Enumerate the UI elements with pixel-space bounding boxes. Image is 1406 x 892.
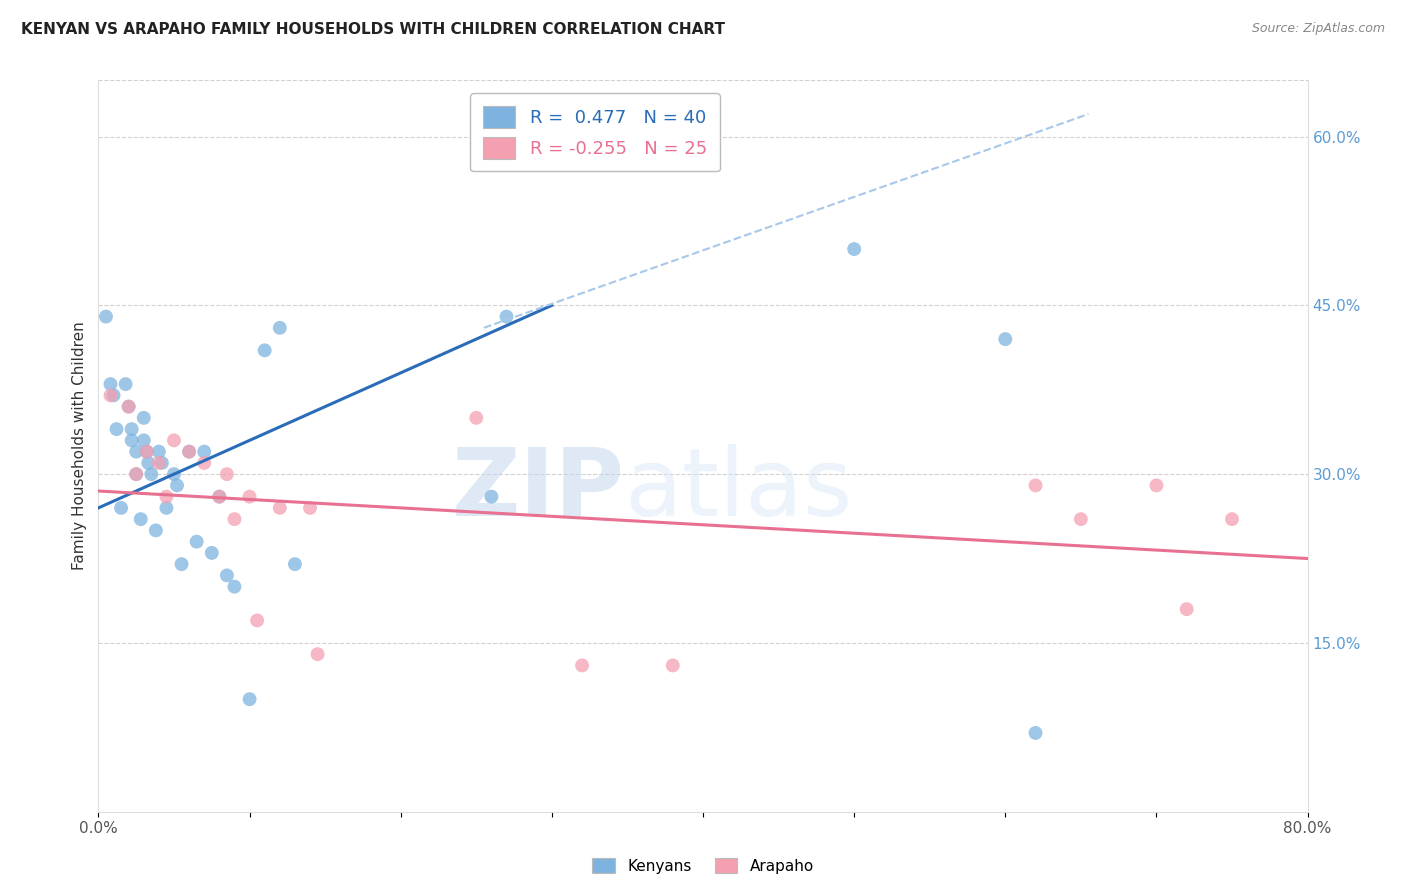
Point xyxy=(465,410,488,425)
Text: Source: ZipAtlas.com: Source: ZipAtlas.com xyxy=(1251,22,1385,36)
Point xyxy=(1024,478,1046,492)
Point xyxy=(994,332,1017,346)
Point xyxy=(844,242,866,256)
Point xyxy=(208,490,231,504)
Point xyxy=(155,500,177,515)
Point xyxy=(148,456,170,470)
Point xyxy=(94,310,117,324)
Y-axis label: Family Households with Children: Family Households with Children xyxy=(72,322,87,570)
Point xyxy=(148,444,170,458)
Legend: R =  0.477   N = 40, R = -0.255   N = 25: R = 0.477 N = 40, R = -0.255 N = 25 xyxy=(470,93,720,171)
Point xyxy=(100,388,122,402)
Point xyxy=(118,400,141,414)
Point xyxy=(208,490,231,504)
Point xyxy=(125,467,148,482)
Point xyxy=(661,658,683,673)
Point xyxy=(121,422,143,436)
Point xyxy=(246,614,269,628)
Point xyxy=(224,580,246,594)
Point xyxy=(1070,512,1092,526)
Point xyxy=(135,444,157,458)
Point xyxy=(166,478,188,492)
Point xyxy=(284,557,307,571)
Point xyxy=(1220,512,1243,526)
Point xyxy=(239,692,262,706)
Point xyxy=(299,500,322,515)
Point xyxy=(114,377,136,392)
Point xyxy=(136,456,159,470)
Point xyxy=(571,658,593,673)
Point xyxy=(269,321,291,335)
Point xyxy=(179,444,201,458)
Point xyxy=(193,456,215,470)
Point xyxy=(239,490,262,504)
Point xyxy=(110,500,132,515)
Point xyxy=(201,546,224,560)
Point xyxy=(193,444,215,458)
Point xyxy=(141,467,163,482)
Point xyxy=(253,343,276,358)
Point xyxy=(186,534,208,549)
Point xyxy=(224,512,246,526)
Point xyxy=(105,422,128,436)
Point xyxy=(1024,726,1046,740)
Point xyxy=(215,568,238,582)
Point xyxy=(215,467,238,482)
Point xyxy=(103,388,125,402)
Point xyxy=(125,444,148,458)
Point xyxy=(132,434,155,448)
Point xyxy=(135,444,157,458)
Point xyxy=(163,467,186,482)
Point xyxy=(170,557,193,571)
Point xyxy=(121,434,143,448)
Point xyxy=(145,524,167,538)
Point xyxy=(155,490,177,504)
Text: atlas: atlas xyxy=(624,444,852,536)
Text: KENYAN VS ARAPAHO FAMILY HOUSEHOLDS WITH CHILDREN CORRELATION CHART: KENYAN VS ARAPAHO FAMILY HOUSEHOLDS WITH… xyxy=(21,22,725,37)
Point xyxy=(481,490,503,504)
Point xyxy=(150,456,173,470)
Point xyxy=(495,310,517,324)
Point xyxy=(1175,602,1198,616)
Point xyxy=(129,512,152,526)
Point xyxy=(163,434,186,448)
Legend: Kenyans, Arapaho: Kenyans, Arapaho xyxy=(586,852,820,880)
Point xyxy=(307,647,329,661)
Point xyxy=(269,500,291,515)
Text: ZIP: ZIP xyxy=(451,444,624,536)
Point xyxy=(1144,478,1167,492)
Point xyxy=(118,400,141,414)
Point xyxy=(132,410,155,425)
Point xyxy=(125,467,148,482)
Point xyxy=(179,444,201,458)
Point xyxy=(100,377,122,392)
